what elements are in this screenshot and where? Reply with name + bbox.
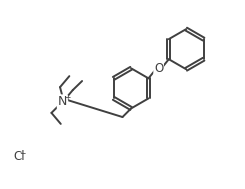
Text: +: +	[64, 93, 70, 102]
Text: O: O	[154, 62, 163, 75]
Text: Cl: Cl	[13, 150, 25, 163]
Text: N: N	[58, 95, 67, 108]
Text: −: −	[20, 149, 26, 158]
